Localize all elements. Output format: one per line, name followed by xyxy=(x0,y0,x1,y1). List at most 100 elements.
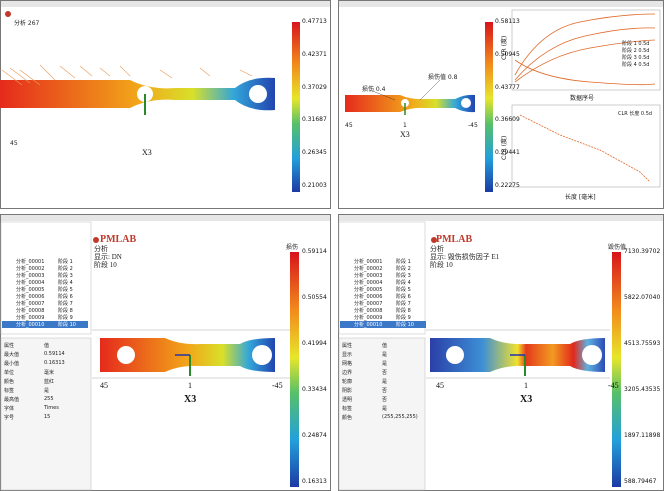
property-cell: 255 xyxy=(44,396,54,402)
property-cell: 值 xyxy=(44,343,50,349)
tree-stage: 阶段 4 xyxy=(396,280,411,286)
legend-entry: CLR 长度 0.5d xyxy=(618,111,653,117)
tag: 损伤 0.4 xyxy=(362,86,386,93)
colorbar-title: 毁伤值 xyxy=(608,244,627,251)
colorbar-label: 588.79467 xyxy=(624,478,657,485)
tree-item[interactable]: 分析_00003 xyxy=(16,273,45,279)
tree-item[interactable]: 分析_00010 xyxy=(16,322,45,328)
colorbar-label: 0.43777 xyxy=(495,83,520,91)
axis-label: 45 xyxy=(436,381,444,390)
tree-item[interactable]: 分析_00001 xyxy=(354,259,383,265)
axis-title: X3 xyxy=(184,394,197,405)
axis-label: 45 xyxy=(345,122,353,129)
tree-item[interactable]: 分析_00002 xyxy=(354,266,383,272)
colorbar-label: 0.59114 xyxy=(302,248,327,255)
axis-label: -45 xyxy=(272,381,283,390)
tree-stage: 阶段 6 xyxy=(58,294,73,300)
property-cell: 15 xyxy=(44,414,51,420)
tree-item[interactable]: 分析_00004 xyxy=(354,280,383,286)
axis-title: X3 xyxy=(400,130,410,139)
axis-label: 45 xyxy=(100,381,108,390)
tree-item[interactable]: 分析_00001 xyxy=(16,259,45,265)
colorbar xyxy=(290,252,299,487)
property-cell: 值 xyxy=(382,343,388,349)
axis-label: -45 xyxy=(608,381,619,390)
property-cell: 透明 xyxy=(342,397,353,403)
property-cell: 字体 xyxy=(4,406,15,412)
property-cell: 是 xyxy=(382,379,388,385)
header: 分析 xyxy=(94,245,108,253)
colorbar-label: 0.50945 xyxy=(495,50,520,58)
property-cell: 颜色 xyxy=(342,415,353,421)
logo: PMLAB xyxy=(100,234,137,245)
property-cell: 标签 xyxy=(342,406,353,412)
property-cell: 是 xyxy=(44,388,50,394)
axis-label: 1 xyxy=(188,381,192,390)
property-cell: 否 xyxy=(382,397,388,403)
tree-stage: 阶段 8 xyxy=(396,308,411,314)
toolbar xyxy=(339,1,663,7)
axis-label: -45 xyxy=(468,122,478,129)
tree-item[interactable]: 分析_00006 xyxy=(354,294,383,300)
tree-item[interactable]: 分析_00006 xyxy=(16,294,45,300)
x-axis-label: 长度 [毫米] xyxy=(565,194,596,201)
tree-stage: 阶段 7 xyxy=(396,301,411,307)
logos xyxy=(5,11,437,243)
tree-item[interactable]: 分析_00005 xyxy=(354,287,383,293)
tree-item[interactable]: 分析_00010 xyxy=(354,322,383,328)
tree-stage: 阶段 1 xyxy=(58,259,73,265)
property-pane xyxy=(338,337,426,491)
tree-stage: 阶段 6 xyxy=(396,294,411,300)
tree-item[interactable]: 分析_00007 xyxy=(354,301,383,307)
property-cell: 网格 xyxy=(342,361,353,367)
tree-item[interactable]: 分析_00003 xyxy=(354,273,383,279)
colorbar-label: 0.26345 xyxy=(302,149,327,157)
property-cell: 0.16313 xyxy=(44,360,65,366)
property-cell: 是 xyxy=(382,361,388,367)
tree-item[interactable]: 分析_00008 xyxy=(16,308,45,314)
y-axis-label: CLR (度) xyxy=(501,135,508,160)
specimen xyxy=(345,79,475,115)
colorbar-label: 0.29441 xyxy=(495,149,520,157)
colorbar-label: 0.31687 xyxy=(302,116,327,124)
tree-item[interactable]: 分析_00005 xyxy=(16,287,45,293)
tree-stage: 阶段 2 xyxy=(396,266,411,272)
legend-entry: 阶段 4 0.5d xyxy=(622,62,650,68)
tree-item[interactable]: 分析_00004 xyxy=(16,280,45,286)
specimen xyxy=(0,77,275,115)
header: 阶段 10 xyxy=(94,261,117,269)
tree-item[interactable]: 分析_00009 xyxy=(354,315,383,321)
property-cell: 最大值 xyxy=(4,352,20,358)
tree-stage: 阶段 9 xyxy=(396,315,411,321)
tree-stage: 阶段 4 xyxy=(58,280,73,286)
specimen xyxy=(430,338,605,376)
tree-pane xyxy=(0,221,92,335)
property-cell: 最小值 xyxy=(4,361,20,367)
tree-stage: 阶段 8 xyxy=(58,308,73,314)
property-cell: 字号 xyxy=(4,415,15,421)
property-cell: 是 xyxy=(382,406,388,412)
tree-pane xyxy=(338,221,426,335)
colorbar-label: 0.36609 xyxy=(495,116,520,124)
header: 显示: 毁伤损伤因子 E1 xyxy=(430,253,500,261)
property-cell: 边界 xyxy=(342,370,353,376)
tree-item[interactable]: 分析_00008 xyxy=(354,308,383,314)
tree-stage: 阶段 2 xyxy=(58,266,73,272)
property-cell: 属性 xyxy=(342,343,353,349)
colorbar-label: 0.42371 xyxy=(302,50,327,58)
tree-item[interactable]: 分析_00002 xyxy=(16,266,45,272)
tree-item[interactable]: 分析_00007 xyxy=(16,301,45,307)
colorbar-label: 0.50554 xyxy=(302,294,327,301)
colorbar xyxy=(292,22,300,192)
chart-1 xyxy=(511,9,661,91)
property-cell: 标签 xyxy=(4,388,15,394)
colorbar-label: 1897.11898 xyxy=(624,432,661,439)
tree-item[interactable]: 分析_00009 xyxy=(16,315,45,321)
colorbar-label: 0.58113 xyxy=(495,18,520,25)
selection xyxy=(2,321,88,328)
property-cell: 阴影 xyxy=(342,388,353,394)
axis-label: 1 xyxy=(524,381,528,390)
header: 显示: DN xyxy=(94,253,122,261)
chart-2 xyxy=(511,104,661,188)
x-axis-label: 数据序号 xyxy=(570,95,595,102)
